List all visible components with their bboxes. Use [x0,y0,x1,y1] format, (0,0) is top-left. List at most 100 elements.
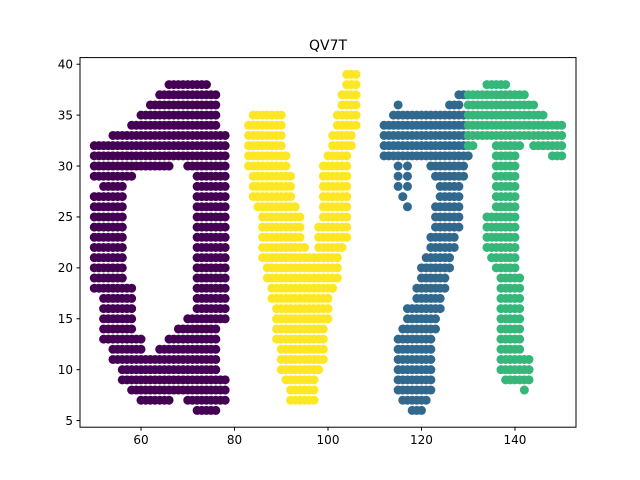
data-point [468,141,478,151]
data-point [314,365,324,375]
data-point [445,263,455,273]
data-point [454,100,464,110]
x-tick-label: 140 [504,433,527,447]
data-point [127,171,137,181]
data-point [454,202,464,212]
data-point [435,293,445,303]
data-point [398,192,408,202]
data-point [351,120,361,130]
data-point [136,334,146,344]
data-point [440,283,450,293]
data-point [393,161,403,171]
data-point [332,253,342,263]
data-point [220,242,230,252]
data-point [164,395,174,405]
x-tick-label: 120 [410,433,433,447]
data-point [220,314,230,324]
data-point [519,385,529,395]
data-point [220,222,230,232]
data-point [426,344,436,354]
data-point [332,263,342,273]
data-point [524,375,534,385]
data-point [342,232,352,242]
data-point [323,293,333,303]
series-1 [244,69,361,405]
data-point [127,324,137,334]
data-point [402,202,412,212]
data-point [515,304,525,314]
data-point [524,365,534,375]
data-point [286,181,296,191]
data-point [557,130,567,140]
data-point [351,110,361,120]
data-point [220,212,230,222]
data-point [431,324,441,334]
data-point [421,395,431,405]
data-point [510,242,520,252]
data-point [510,171,520,181]
data-point [402,181,412,191]
data-point [220,130,230,140]
data-point [295,222,305,232]
data-point [519,90,529,100]
data-point [309,395,319,405]
data-point [515,283,525,293]
data-point [201,80,211,90]
data-point [211,405,221,415]
data-point [351,100,361,110]
data-point [351,69,361,79]
data-point [342,181,352,191]
data-point [309,375,319,385]
data-point [211,324,221,334]
data-point [127,283,137,293]
y-tick-label: 30 [58,159,73,173]
data-point [501,80,511,90]
data-point [342,171,352,181]
data-point [459,171,469,181]
data-point [211,365,221,375]
data-point [510,202,520,212]
data-point [318,334,328,344]
data-point [220,202,230,212]
data-point [515,314,525,324]
data-point [290,202,300,212]
data-point [515,273,525,283]
data-point [318,324,328,334]
data-point [449,242,459,252]
data-point [211,100,221,110]
data-point [300,242,310,252]
data-point [440,273,450,283]
data-point [220,304,230,314]
data-point [276,141,286,151]
data-point [510,161,520,171]
data-point [445,253,455,263]
data-point [220,171,230,181]
y-tick-label: 10 [58,363,73,377]
data-point [426,375,436,385]
data-point [529,100,539,110]
data-point [220,181,230,191]
data-point [220,273,230,283]
data-point [454,192,464,202]
data-point [454,212,464,222]
data-point [351,90,361,100]
data-point [524,354,534,364]
data-point [510,232,520,242]
y-tick-label: 5 [65,414,73,428]
data-point [510,253,520,263]
data-point [117,212,127,222]
series-0 [89,80,230,415]
data-point [515,344,525,354]
data-point [342,222,352,232]
data-point [276,110,286,120]
data-point [515,334,525,344]
data-point [164,161,174,171]
data-point [346,141,356,151]
data-point [318,354,328,364]
data-point [117,232,127,242]
data-point [117,181,127,191]
y-axis: 5 10 15 20 25 30 35 40 [58,58,80,428]
data-point [515,293,525,303]
data-point [454,181,464,191]
